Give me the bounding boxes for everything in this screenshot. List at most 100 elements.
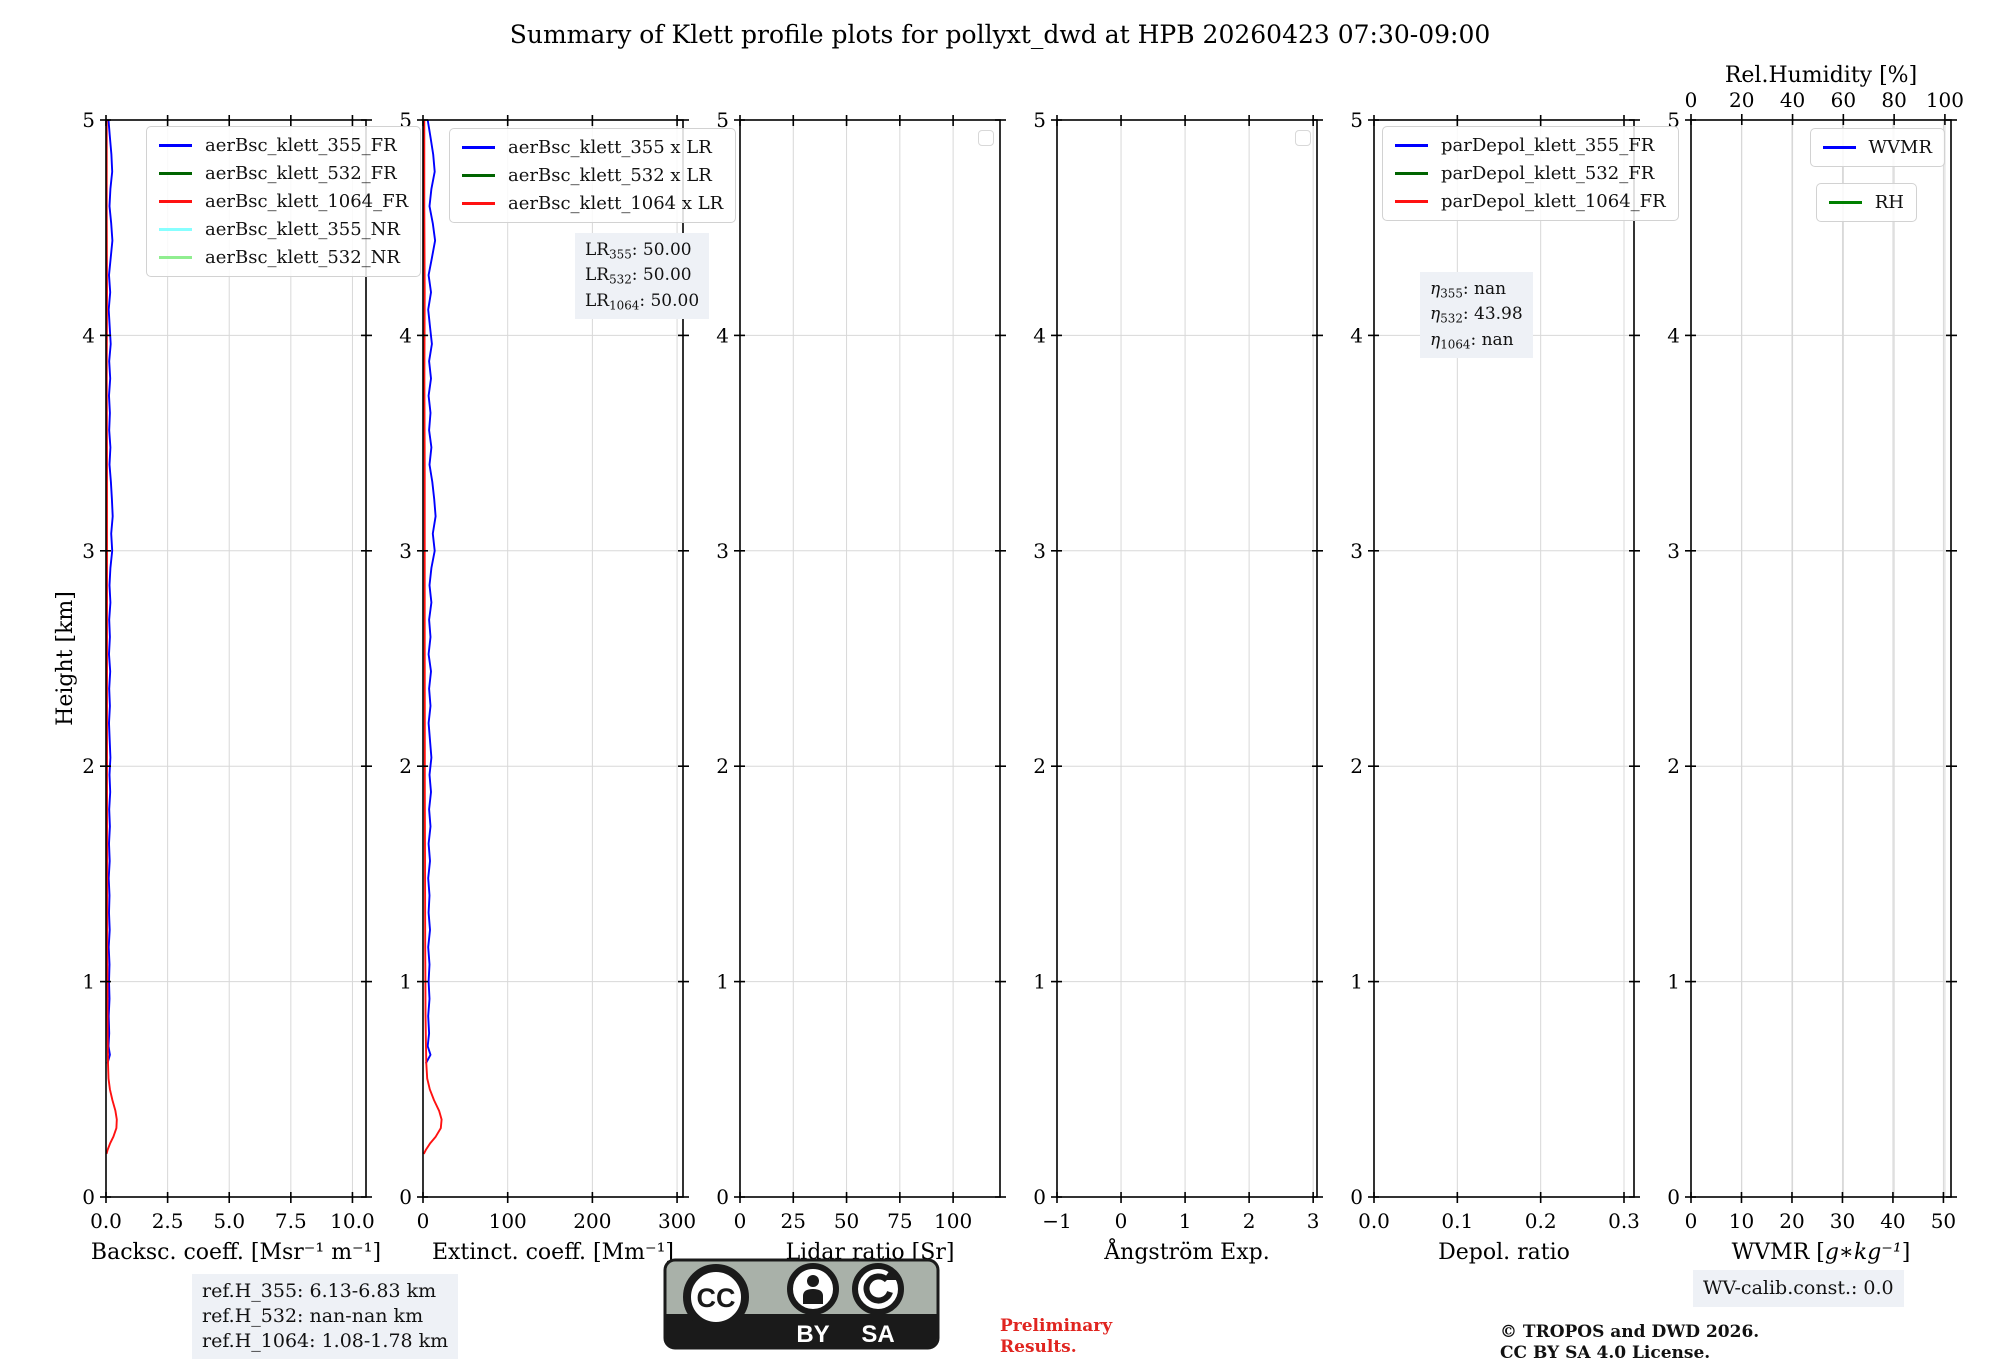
y-tick-label: 0 <box>1033 1185 1046 1209</box>
top-axis-tick-label: 40 <box>1780 88 1805 112</box>
badge-by-text: BY <box>796 1321 829 1348</box>
legend-item: aerBsc_klett_1064 x LR <box>462 193 723 214</box>
y-tick-label: 2 <box>399 754 412 778</box>
person-head <box>807 1275 819 1287</box>
legend-wvmr: RH <box>1815 183 1917 222</box>
x-tick-label: 7.5 <box>275 1209 307 1233</box>
x-tick-label: 25 <box>781 1209 806 1233</box>
x-tick-label: 0.2 <box>1525 1209 1557 1233</box>
x-tick-label: 0.0 <box>90 1209 122 1233</box>
cc-logo-icon <box>683 1264 749 1330</box>
legend-item: aerBsc_klett_532_FR <box>159 163 408 184</box>
empty-legend-lidar-ratio <box>978 130 994 146</box>
eta-values: η355: nan η532: 43.98 η1064: nan <box>1420 272 1533 359</box>
series-aerBsc_klett_1064_FR <box>105 120 118 1155</box>
legend-item-label: aerBsc_klett_532_FR <box>205 163 397 184</box>
legend-item-label: aerBsc_klett_1064 x LR <box>508 193 724 214</box>
x-tick-label: 75 <box>887 1209 912 1233</box>
y-tick-label: 3 <box>82 539 95 563</box>
legend-backscatter: aerBsc_klett_355_FR aerBsc_klett_532_FR ae… <box>146 126 422 277</box>
legend-item-label: parDepol_klett_355_FR <box>1441 135 1655 156</box>
y-tick-label: 4 <box>1667 323 1680 347</box>
x-tick-label: 200 <box>573 1209 611 1233</box>
page-title: Summary of Klett profile plots for polly… <box>509 20 1491 49</box>
x-tick-label: 100 <box>934 1209 972 1233</box>
preliminary-results-note: Preliminary Results. <box>1000 1316 1112 1359</box>
legend-line-swatch <box>1395 200 1428 203</box>
badge-sa-text: SA <box>861 1321 894 1348</box>
legend-item-label: aerBsc_klett_1064_FR <box>205 191 409 212</box>
share-alike-arrow <box>863 1273 893 1304</box>
y-tick-label: 4 <box>82 323 95 347</box>
plot-frame <box>422 119 684 1198</box>
legend-line-swatch <box>159 144 192 147</box>
y-tick-label: 1 <box>1350 970 1363 994</box>
y-tick-label: 3 <box>399 539 412 563</box>
y-axis-label: Height [km] <box>53 591 78 726</box>
lidar-ratio-values: LR355: 50.00 LR532: 50.00 LR1064: 50.00 <box>575 233 710 320</box>
legend-item: parDepol_klett_532_FR <box>1395 163 1666 184</box>
legend-item: aerBsc_klett_532 x LR <box>462 165 723 186</box>
y-tick-label: 3 <box>1033 539 1046 563</box>
legend-item: parDepol_klett_355_FR <box>1395 135 1666 156</box>
legend-item-label: RH <box>1874 192 1904 213</box>
y-tick-label: 2 <box>82 754 95 778</box>
copyright-note: © TROPOS and DWD 2026. CC BY SA 4.0 Lice… <box>1500 1322 1759 1360</box>
legend-line-swatch <box>159 200 192 203</box>
wv-calibration-box: WV-calib.const.: 0.0 <box>1693 1270 1904 1307</box>
x-tick-label: 0.0 <box>1358 1209 1390 1233</box>
share-alike-icon <box>852 1263 904 1315</box>
annotation-line: η532: 43.98 <box>1430 304 1523 327</box>
legend-item: aerBsc_klett_532_NR <box>159 247 408 268</box>
preliminary-line2: Results. <box>1000 1337 1077 1358</box>
x-tick-label: 2 <box>1243 1209 1256 1233</box>
reference-height-box: ref.H_355: 6.13-6.83 km ref.H_532: nan-n… <box>192 1274 459 1360</box>
ref-h-532: ref.H_532: nan-nan km <box>202 1305 424 1328</box>
y-tick-label: 0 <box>1667 1185 1680 1209</box>
y-tick-label: 5 <box>1350 108 1363 132</box>
top-axis-tick-label: 0 <box>1685 88 1698 112</box>
legend-item: parDepol_klett_1064_FR <box>1395 191 1666 212</box>
top-axis-tick-label: 20 <box>1729 88 1754 112</box>
annotation-line: LR355: 50.00 <box>585 240 692 262</box>
person-body <box>803 1289 823 1304</box>
y-tick-label: 0 <box>716 1185 729 1209</box>
legend-item-label: WVMR <box>1868 137 1932 158</box>
x-tick-label: 10.0 <box>330 1209 375 1233</box>
legend-line-swatch <box>462 146 495 149</box>
y-tick-label: 5 <box>82 108 95 132</box>
plot-frame <box>1690 119 1952 1198</box>
legend-line-swatch <box>159 172 192 175</box>
legend-wvmr: WVMR <box>1809 128 1945 167</box>
x-tick-label: 50 <box>834 1209 859 1233</box>
y-tick-label: 1 <box>1033 970 1046 994</box>
x-tick-label: 1 <box>1179 1209 1192 1233</box>
y-tick-label: 4 <box>716 323 729 347</box>
x-axis-label: WVMR [g∗kg⁻¹] <box>1732 1240 1911 1265</box>
y-tick-label: 3 <box>1350 539 1363 563</box>
top-axis-label: Rel.Humidity [%] <box>1725 63 1917 88</box>
x-tick-label: 100 <box>489 1209 527 1233</box>
legend-item-label: aerBsc_klett_532 x LR <box>508 165 712 186</box>
y-tick-label: 3 <box>1667 539 1680 563</box>
legend-item: aerBsc_klett_355_NR <box>159 219 408 240</box>
share-alike-arrowhead <box>883 1270 897 1280</box>
series-aerBsc_klett_355_FR <box>106 119 114 1064</box>
legend-line-swatch <box>159 228 192 231</box>
y-tick-label: 0 <box>82 1185 95 1209</box>
x-tick-label: 10 <box>1729 1209 1754 1233</box>
legend-item-label: aerBsc_klett_532_NR <box>205 247 400 268</box>
x-tick-label: 0 <box>417 1209 430 1233</box>
legend-item: WVMR <box>1822 137 1932 158</box>
x-tick-label: 20 <box>1779 1209 1804 1233</box>
cc-by-sa-badge: CC BY SA <box>663 1258 940 1350</box>
ref-h-1064: ref.H_1064: 1.08-1.78 km <box>202 1330 449 1353</box>
y-tick-label: 4 <box>1350 323 1363 347</box>
y-tick-label: 1 <box>82 970 95 994</box>
x-axis-label: Depol. ratio <box>1438 1240 1570 1265</box>
